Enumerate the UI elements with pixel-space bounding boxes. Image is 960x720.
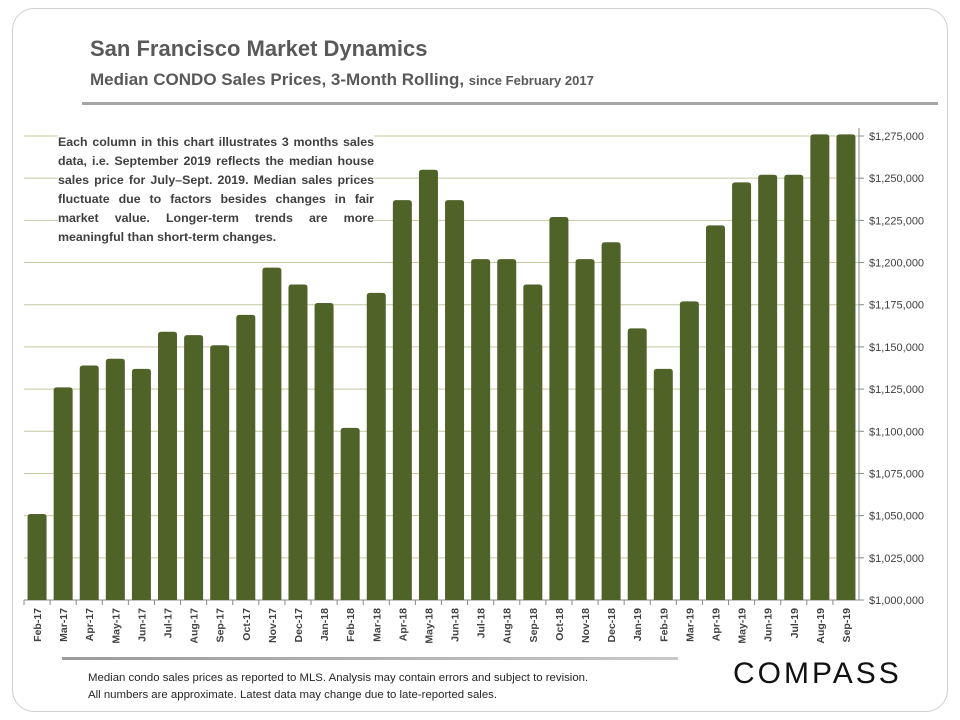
x-tick-label: Jul-19 [789,608,801,639]
x-tick-label: Aug-19 [815,608,827,644]
x-tick-label: Apr-19 [710,608,722,641]
footnote-line-1: Median condo sales prices as reported to… [88,672,589,684]
bar-Jul-19 [784,174,804,601]
bar-May-17 [105,358,125,600]
x-tick-label: Jun-17 [136,608,148,642]
y-tick-label: $1,175,000 [869,300,924,312]
y-tick-label: $1,100,000 [869,426,924,438]
bar-Jul-17 [158,331,178,600]
x-tick-label: Jan-18 [319,608,331,641]
bar-Oct-18 [549,216,569,601]
x-tick-label: Jun-19 [763,608,775,642]
x-tick-label: Mar-17 [58,608,70,642]
bar-Aug-18 [497,259,517,600]
bar-Nov-17 [262,267,282,600]
x-tick-label: Sep-19 [841,608,853,643]
y-tick-label: $1,250,000 [869,173,924,185]
bar-Jun-17 [131,368,151,600]
bar-Dec-17 [288,284,308,600]
bar-Mar-18 [366,292,386,600]
x-tick-label: Apr-17 [84,608,96,641]
y-tick-label: $1,075,000 [869,468,924,480]
bar-Jan-18 [314,303,334,600]
bar-Mar-17 [53,387,73,600]
x-tick-label: Jan-19 [632,608,644,641]
bar-Jun-19 [758,174,778,601]
x-tick-label: Aug-17 [189,608,201,644]
bar-Jan-19 [627,328,647,600]
bar-May-19 [732,182,752,600]
bar-Mar-19 [679,301,699,600]
bar-Aug-17 [184,335,204,600]
x-tick-label: Jun-18 [450,608,462,642]
bar-Feb-17 [27,513,47,600]
bar-Jul-18 [471,259,491,600]
x-tick-label: May-18 [423,608,435,644]
bar-Sep-18 [523,284,543,600]
x-tick-label: Nov-18 [580,608,592,643]
bar-Oct-17 [236,314,256,600]
page-subtitle: Median CONDO Sales Prices, 3-Month Rolli… [90,70,594,90]
y-tick-label: $1,000,000 [869,595,924,607]
x-tick-label: Mar-18 [371,608,383,642]
subtitle-main: Median CONDO Sales Prices, 3-Month Rolli… [90,70,465,89]
y-tick-label: $1,050,000 [869,511,924,523]
subtitle-since: since February 2017 [468,73,594,88]
chart-note: Each column in this chart illustrates 3 … [58,133,374,247]
bar-Apr-18 [392,200,412,600]
header-divider [82,102,938,105]
x-tick-label: Feb-19 [658,608,670,642]
footer-divider [62,657,678,660]
x-tick-label: May-19 [737,608,749,644]
page-title: San Francisco Market Dynamics [90,36,428,61]
y-tick-label: $1,225,000 [869,215,924,227]
y-tick-label: $1,150,000 [869,342,924,354]
bar-Feb-18 [340,427,360,600]
x-tick-label: Jul-17 [163,608,175,639]
bar-Dec-18 [601,242,621,600]
bar-Apr-19 [705,225,725,600]
bar-Jun-18 [445,200,465,600]
x-tick-label: May-17 [110,608,122,644]
bar-Nov-18 [575,259,595,600]
x-tick-label: Jul-18 [476,608,488,639]
y-tick-label: $1,025,000 [869,553,924,565]
y-tick-label: $1,200,000 [869,258,924,270]
x-tick-label: Sep-17 [215,608,227,643]
y-tick-label: $1,125,000 [869,384,924,396]
x-tick-label: Feb-18 [345,608,357,642]
x-tick-label: Oct-18 [554,608,566,641]
bar-Sep-19 [836,134,856,600]
bar-Feb-19 [653,368,673,600]
x-tick-label: Mar-19 [684,608,696,642]
x-tick-label: Nov-17 [267,608,279,643]
x-tick-label: Apr-18 [397,608,409,641]
x-tick-label: Aug-18 [502,608,514,644]
y-tick-label: $1,275,000 [869,131,924,143]
x-tick-label: Sep-18 [528,608,540,643]
x-tick-label: Dec-17 [293,608,305,643]
slide-frame [12,8,948,712]
footnote: Median condo sales prices as reported to… [88,670,588,704]
bar-Apr-17 [79,365,99,600]
bar-Sep-17 [210,345,230,600]
bar-May-18 [418,169,438,600]
x-tick-label: Feb-17 [32,608,44,642]
x-tick-label: Dec-18 [606,608,618,643]
compass-logo: COMPASS [733,657,902,690]
footnote-line-2: All numbers are approximate. Latest data… [88,689,498,701]
bar-Aug-19 [810,134,830,600]
x-tick-label: Oct-17 [241,608,253,641]
